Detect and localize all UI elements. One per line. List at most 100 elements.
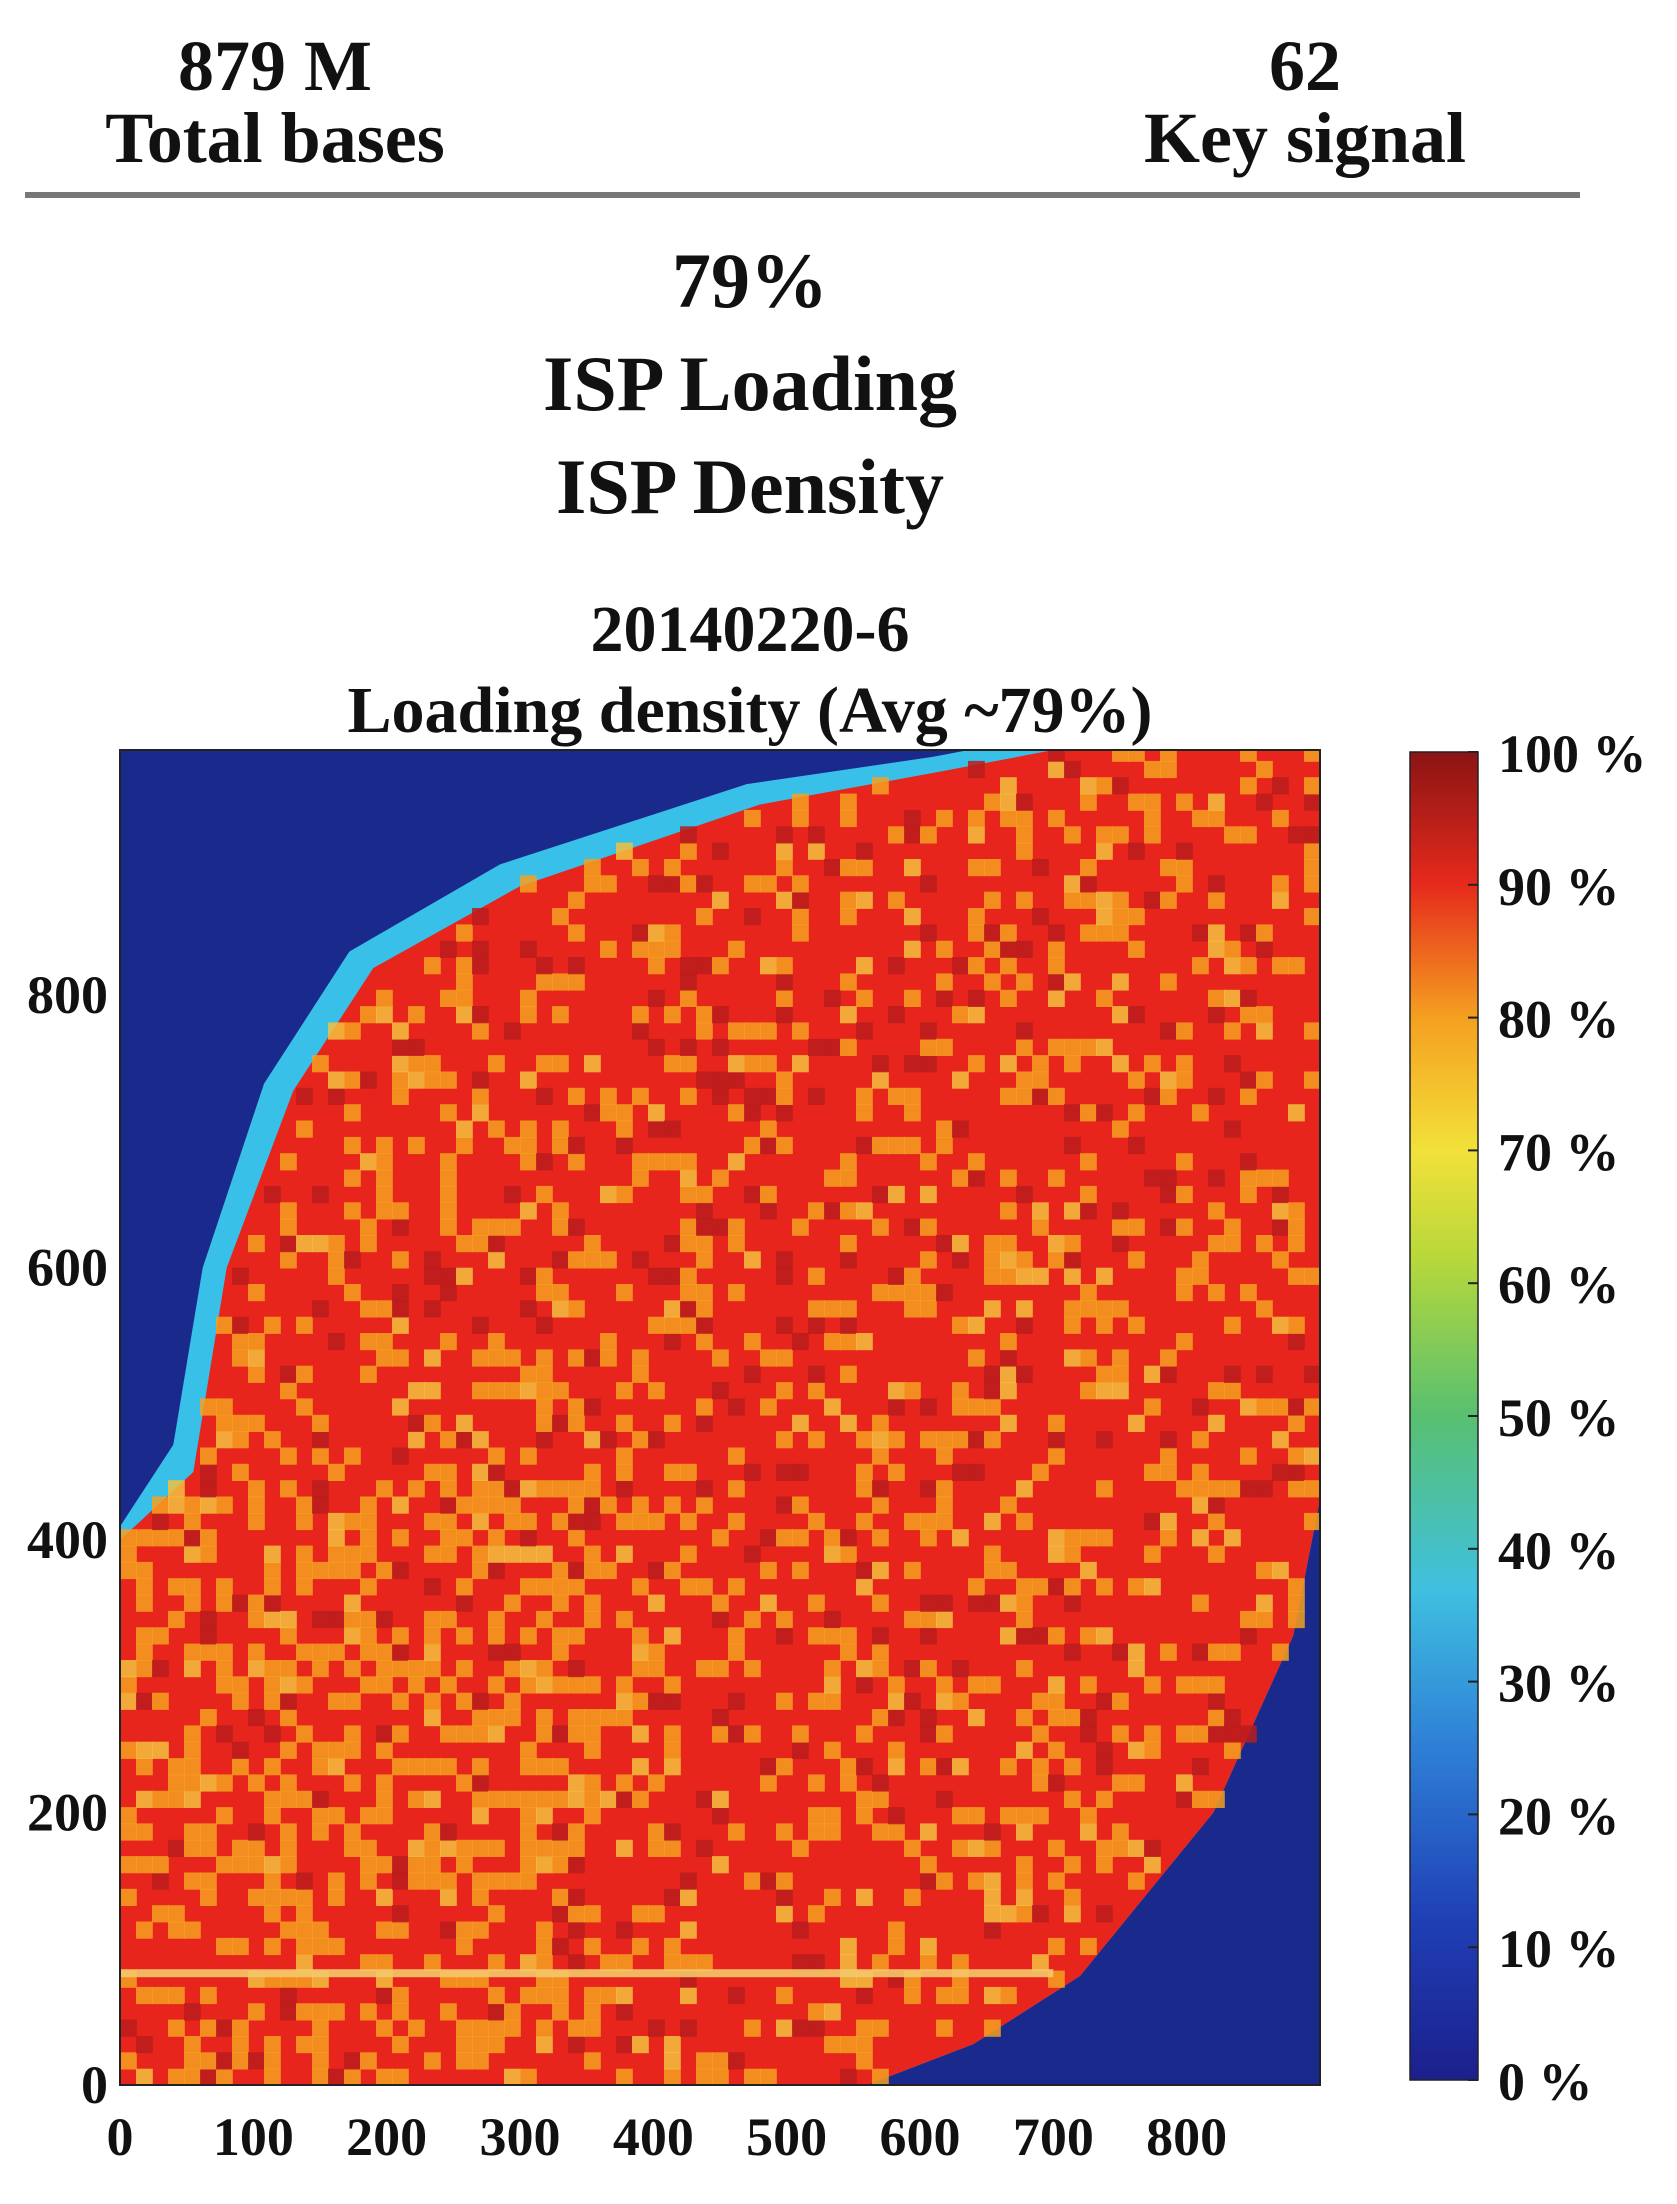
heatmap-cell	[664, 1316, 681, 1334]
heatmap-cell	[520, 875, 537, 893]
heatmap-cell	[584, 2019, 601, 2037]
heatmap-cell	[968, 809, 985, 828]
heatmap-cell	[232, 1758, 249, 1776]
heatmap-cell	[1080, 1185, 1097, 1204]
heatmap-cell	[1064, 1349, 1081, 1367]
heatmap-cell	[1064, 1578, 1081, 1596]
heatmap-cell	[184, 1660, 201, 1678]
heatmap-cell	[552, 1627, 569, 1645]
heatmap-cell	[728, 1398, 745, 1416]
heatmap-cell	[696, 1235, 713, 1253]
heatmap-cell	[744, 1185, 761, 1204]
heatmap-cell	[696, 1578, 713, 1596]
heatmap-cell	[136, 1856, 153, 1874]
heatmap-cell	[344, 1610, 361, 1629]
heatmap-cell	[888, 891, 905, 909]
heatmap-cell	[360, 1365, 377, 1383]
heatmap-cell	[424, 1578, 441, 1596]
heatmap-cell	[696, 1022, 713, 1040]
heatmap-cell	[344, 1823, 361, 1841]
heatmap-cell	[872, 777, 889, 795]
heatmap-cell	[648, 1774, 665, 1792]
chart-titles: 20140220-6 Loading density (Avg ~79%)	[0, 590, 1500, 751]
heatmap-cell	[344, 1594, 361, 1612]
heatmap-cell	[472, 2036, 489, 2054]
heatmap-cell	[264, 1545, 281, 1563]
heatmap-plot-area	[120, 750, 1320, 2085]
heatmap-cell	[120, 2052, 137, 2070]
heatmap-cell	[520, 1136, 537, 1155]
heatmap-cell	[1048, 1038, 1065, 1056]
heatmap-cell	[808, 842, 825, 860]
heatmap-cell	[376, 1986, 393, 2005]
heatmap-cell	[344, 1136, 361, 1155]
heatmap-cell	[552, 1676, 569, 1694]
heatmap-cell	[616, 1284, 633, 1302]
heatmap-cell	[1016, 1856, 1033, 1874]
x-tick-label-700: 700	[1013, 2107, 1094, 2167]
heatmap-cell	[968, 1594, 985, 1612]
heatmap-cell	[968, 1006, 985, 1024]
heatmap-cell	[1288, 1267, 1305, 1285]
heatmap-cell	[504, 1496, 521, 1514]
heatmap-cell	[1112, 777, 1129, 795]
heatmap-cell	[216, 1431, 233, 1449]
heatmap-cell	[728, 1512, 745, 1531]
heatmap-cell	[1160, 1185, 1177, 1204]
heatmap-cell	[616, 1921, 633, 1939]
heatmap-cell	[248, 2052, 265, 2070]
heatmap-cell	[712, 1071, 729, 1089]
heatmap-cell	[312, 2068, 329, 2085]
heatmap-cell	[680, 875, 697, 893]
heatmap-cell	[376, 1480, 393, 1498]
heatmap-cell	[568, 1496, 585, 1514]
heatmap-cell	[936, 1986, 953, 2005]
heatmap-cell	[488, 1790, 505, 1808]
heatmap-cell	[1112, 1218, 1129, 1236]
heatmap-cell	[856, 859, 873, 877]
heatmap-cell	[968, 1316, 985, 1334]
heatmap-cell	[1208, 1643, 1225, 1661]
heatmap-cell	[440, 1823, 457, 1841]
heatmap-cell	[648, 1512, 665, 1531]
heatmap-cell	[424, 1300, 441, 1318]
heatmap-cell	[840, 1414, 857, 1432]
heatmap-cell	[344, 1447, 361, 1465]
heatmap-cell	[440, 1480, 457, 1498]
heatmap-cell	[296, 1545, 313, 1563]
heatmap-cell	[888, 1382, 905, 1400]
heatmap-cell	[600, 1709, 617, 1727]
heatmap-cell	[568, 891, 585, 909]
heatmap-cell	[632, 1496, 649, 1514]
heatmap-cell	[552, 1986, 569, 2005]
heatmap-cell	[296, 1512, 313, 1531]
heatmap-cell	[920, 1480, 937, 1498]
heatmap-cell	[1176, 1153, 1193, 1171]
heatmap-cell	[1288, 1104, 1305, 1122]
heatmap-cell	[1016, 1709, 1033, 1727]
heatmap-cell	[440, 1496, 457, 1514]
heatmap-cell	[360, 1807, 377, 1825]
colorbar-tick-label: 80 %	[1498, 990, 1620, 1050]
heatmap-cell	[840, 1251, 857, 1269]
heatmap-cell	[920, 1284, 937, 1302]
heatmap-cell	[264, 1316, 281, 1334]
heatmap-cell	[216, 1496, 233, 1514]
heatmap-cell	[632, 1725, 649, 1743]
heatmap-cell	[776, 1431, 793, 1449]
heatmap-cell	[680, 973, 697, 991]
heatmap-cell	[360, 1610, 377, 1629]
heatmap-cell	[568, 1954, 585, 1972]
heatmap-cell	[1032, 1578, 1049, 1596]
heatmap-cell	[360, 2003, 377, 2021]
heatmap-cell	[984, 1267, 1001, 1285]
heatmap-cell	[968, 908, 985, 926]
heatmap-cell	[1208, 924, 1225, 942]
heatmap-cell	[680, 1235, 697, 1253]
heatmap-cell	[856, 1333, 873, 1351]
heatmap-cell	[728, 1643, 745, 1661]
heatmap-cell	[856, 1431, 873, 1449]
heatmap-cell	[440, 1153, 457, 1171]
heatmap-cell	[376, 1185, 393, 1204]
heatmap-cell	[1160, 1087, 1177, 1105]
